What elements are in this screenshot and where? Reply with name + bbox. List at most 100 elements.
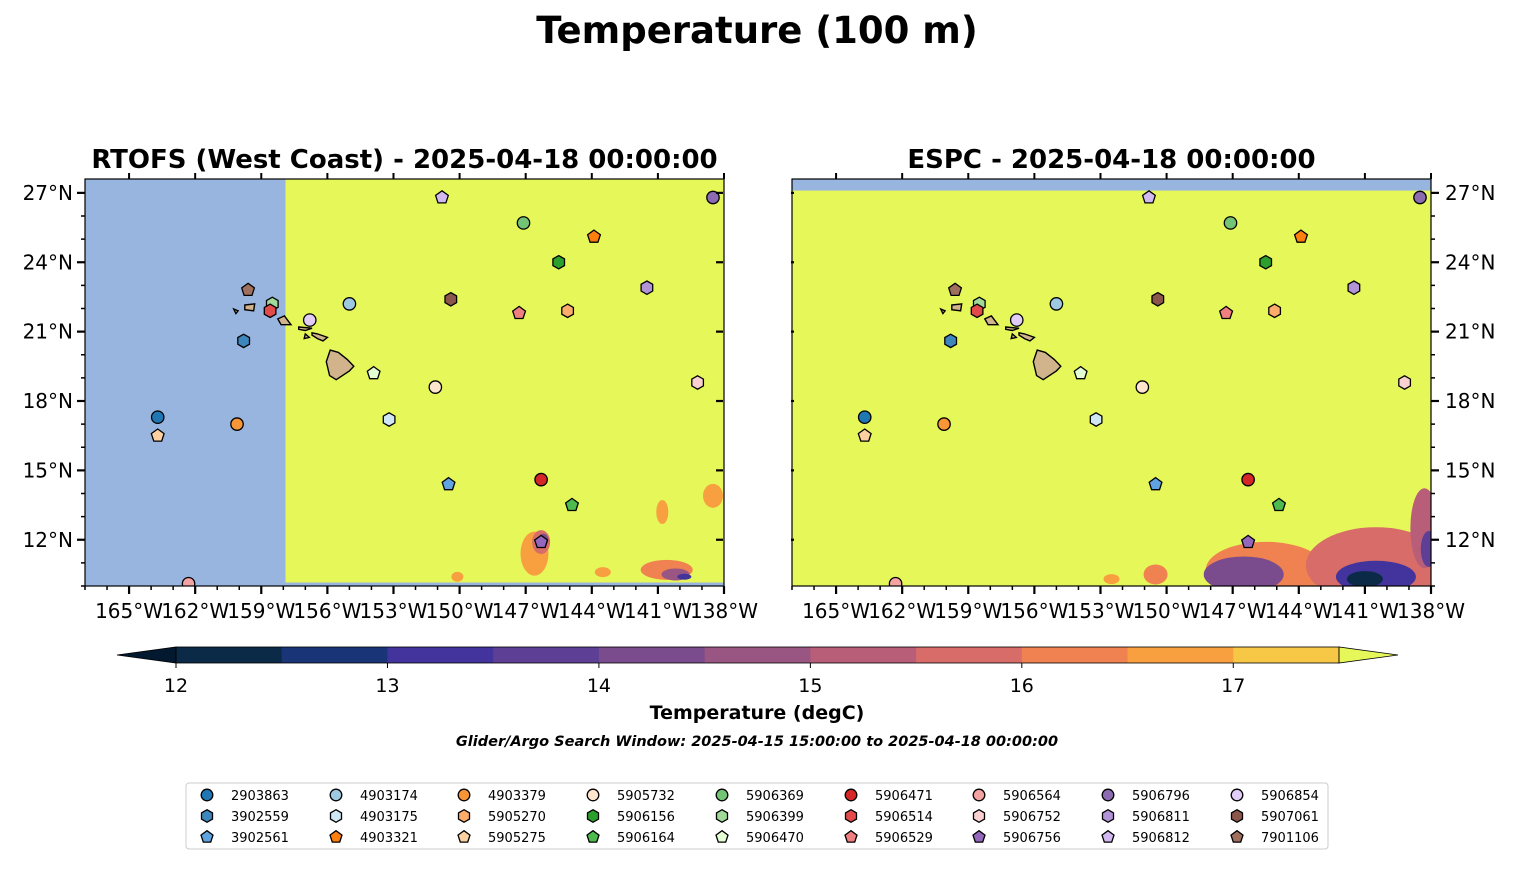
legend-marker-4903175 xyxy=(329,808,343,824)
legend-label: 5905275 xyxy=(488,831,546,846)
legend-item: 5906470 xyxy=(715,829,804,846)
colorbar: 12 13 14 15 16 17 xyxy=(116,646,1399,697)
float-marker-5906471 xyxy=(1241,472,1255,487)
float-marker-5906752 xyxy=(1398,375,1412,390)
legend-box xyxy=(185,782,1329,850)
legend-item: 5905270 xyxy=(457,808,546,825)
legend-item: 5906811 xyxy=(1101,808,1190,825)
legend-item: 5906471 xyxy=(844,788,933,804)
colorbar-frame xyxy=(175,646,1340,664)
island-6 xyxy=(951,303,963,312)
colorbar-segment-1 xyxy=(176,647,283,663)
temperature-field xyxy=(85,179,724,586)
island-5 xyxy=(276,315,293,326)
legend-label: 5906756 xyxy=(1003,831,1061,846)
island-4 xyxy=(1010,332,1018,340)
float-marker-5906164 xyxy=(1271,497,1287,512)
legend-marker-5907061 xyxy=(1230,808,1244,824)
float-marker-3902561 xyxy=(1148,476,1163,491)
map-frame xyxy=(791,178,1432,587)
legend-item: 5906399 xyxy=(715,808,804,825)
legend-label: 5906752 xyxy=(1003,810,1061,825)
x-tick-label: 144°W xyxy=(558,599,626,623)
float-marker-5906156 xyxy=(552,254,566,270)
colorbar-segment-3 xyxy=(387,647,494,663)
colorbar-over-arrow xyxy=(1338,646,1399,664)
legend-label: 5906156 xyxy=(617,810,675,825)
map-panel-1: RTOFS (West Coast) - 2025-04-18 00:00:00… xyxy=(23,145,759,623)
float-marker-5905732 xyxy=(428,380,443,394)
float-marker-3902559 xyxy=(944,333,958,349)
x-tick-label: 141°W xyxy=(624,599,692,623)
float-marker-5906811 xyxy=(1347,280,1361,296)
float-marker-5906470 xyxy=(1073,365,1088,380)
float-marker-5906812 xyxy=(434,189,450,204)
island-6 xyxy=(244,303,256,312)
legend-item: 5906529 xyxy=(844,829,933,846)
panel-title: RTOFS (West Coast) - 2025-04-18 00:00:00 xyxy=(91,145,717,175)
x-tick-label: 162°W xyxy=(868,599,936,623)
float-marker-5905270 xyxy=(561,303,575,319)
x-tick-label: 162°W xyxy=(161,599,229,623)
island-2 xyxy=(311,331,329,342)
float-marker-4903175 xyxy=(382,412,396,427)
colorbar-segment-5 xyxy=(598,647,706,663)
x-tick-label: 159°W xyxy=(934,599,1002,623)
island-1 xyxy=(1032,349,1062,381)
legend-label: 5906369 xyxy=(746,789,804,804)
y-tick-label: 27°N xyxy=(1445,181,1495,205)
legend-label: 5906854 xyxy=(1261,789,1319,804)
legend-item: 5905732 xyxy=(586,788,675,804)
legend-label: 5906470 xyxy=(746,831,804,846)
legend-label: 4903174 xyxy=(360,789,418,804)
legend-label: 5906564 xyxy=(1003,789,1061,804)
cool-patch-10 xyxy=(594,567,611,578)
float-marker-5906514 xyxy=(263,303,277,319)
legend-item: 5906796 xyxy=(1101,788,1190,804)
legend-marker-4903379 xyxy=(457,788,471,802)
legend-marker-7901106 xyxy=(1230,829,1244,843)
x-tick-label: 153°W xyxy=(360,599,428,623)
float-marker-4903379 xyxy=(937,417,951,431)
float-marker-5905275 xyxy=(857,428,872,442)
float-marker-5905732 xyxy=(1135,380,1150,394)
float-marker-5906812 xyxy=(1141,189,1157,204)
temperature-field xyxy=(792,179,1431,586)
float-marker-2903863 xyxy=(150,410,165,425)
legend-label: 3902559 xyxy=(231,810,289,825)
float-marker-5906752 xyxy=(691,375,705,390)
legend-marker-5906369 xyxy=(715,788,729,802)
island-5 xyxy=(983,315,1000,326)
colorbar-segment-4 xyxy=(493,647,600,663)
float-marker-5906756 xyxy=(533,534,549,549)
y-tick-label: 12°N xyxy=(23,528,73,552)
island-2 xyxy=(1018,331,1036,342)
island-7 xyxy=(939,307,947,315)
x-tick-label: 144°W xyxy=(1265,599,1333,623)
float-marker-4903379 xyxy=(230,417,244,431)
legend-marker-3902561 xyxy=(200,829,214,843)
float-marker-5907061 xyxy=(1151,291,1165,307)
colorbar-segment-6 xyxy=(704,647,811,663)
colorbar-tick-label: 12 xyxy=(164,675,188,697)
legend-marker-5906529 xyxy=(844,829,858,843)
legend-label: 5907061 xyxy=(1261,810,1319,825)
float-marker-4903321 xyxy=(586,229,602,243)
colorbar-tick-label: 15 xyxy=(798,675,822,697)
map-frame xyxy=(84,178,725,587)
legend-label: 4903175 xyxy=(360,810,418,825)
y-tick-label: 12°N xyxy=(1445,528,1495,552)
legend-item: 3902559 xyxy=(200,808,289,825)
float-marker-5906470 xyxy=(366,365,381,380)
x-tick-label: 153°W xyxy=(1067,599,1135,623)
x-tick-label: 147°W xyxy=(1199,599,1267,623)
float-marker-5906369 xyxy=(516,216,531,230)
legend-item: 5906156 xyxy=(586,808,675,825)
float-marker-4903175 xyxy=(1089,412,1103,427)
float-marker-5906156 xyxy=(1259,254,1273,270)
legend-item: 5905275 xyxy=(457,829,546,846)
x-tick-label: 141°W xyxy=(1331,599,1399,623)
colorbar-segment-9 xyxy=(1021,647,1129,663)
float-marker-5906854 xyxy=(1009,313,1024,327)
float-marker-7901106 xyxy=(947,282,963,297)
